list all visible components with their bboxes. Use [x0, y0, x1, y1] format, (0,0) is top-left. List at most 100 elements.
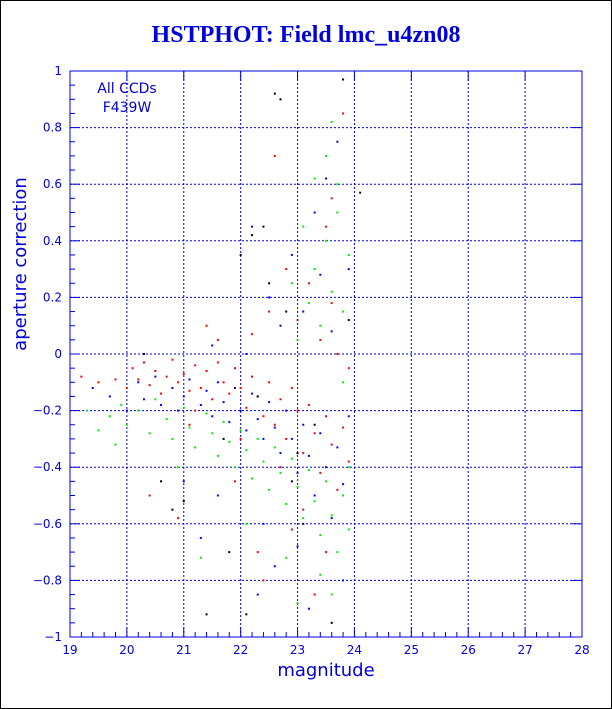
data-point — [165, 375, 168, 378]
data-point — [325, 225, 327, 228]
data-point — [154, 369, 157, 372]
data-point — [268, 381, 271, 384]
data-point — [160, 480, 163, 483]
data-point — [251, 392, 254, 395]
data-point — [336, 446, 339, 449]
data-point — [336, 211, 339, 214]
data-point — [188, 389, 191, 392]
data-point — [211, 344, 214, 347]
data-point — [319, 573, 322, 576]
data-point — [205, 324, 208, 327]
x-tick-label: 24 — [347, 643, 362, 657]
data-point — [137, 381, 140, 384]
data-point — [188, 378, 191, 381]
data-point — [268, 296, 271, 299]
data-point — [91, 386, 94, 389]
data-point — [330, 330, 333, 333]
data-point — [160, 392, 163, 395]
data-point — [228, 440, 231, 443]
data-point — [325, 177, 327, 180]
data-point — [199, 536, 202, 539]
data-point — [273, 446, 276, 449]
data-point — [347, 253, 350, 256]
data-point — [199, 556, 202, 559]
data-point — [273, 426, 276, 429]
data-point — [194, 409, 197, 412]
data-point — [142, 353, 145, 355]
x-tick-label: 19 — [62, 643, 77, 657]
data-point — [131, 367, 134, 370]
data-point — [302, 310, 305, 313]
x-tick-label: 22 — [233, 643, 248, 657]
data-point — [313, 494, 316, 497]
data-point — [171, 358, 174, 361]
data-point — [239, 253, 242, 256]
y-tick-label: −0.6 — [33, 517, 62, 531]
data-point — [336, 488, 339, 491]
data-point — [319, 324, 322, 327]
data-point — [137, 409, 140, 412]
x-tick-label: 20 — [119, 643, 134, 657]
y-tick-label: −0.4 — [33, 460, 62, 474]
data-point — [239, 429, 242, 432]
data-point — [177, 466, 180, 469]
data-point — [313, 211, 316, 214]
data-point — [342, 426, 345, 429]
data-point — [325, 239, 327, 242]
data-point — [222, 381, 225, 384]
data-point — [325, 466, 327, 469]
data-point — [148, 384, 151, 387]
data-point — [325, 551, 327, 554]
data-point — [216, 454, 219, 457]
data-point — [319, 338, 322, 341]
data-point — [233, 480, 236, 483]
data-point — [279, 398, 282, 401]
y-tick-label: 0.4 — [43, 234, 62, 248]
data-point — [342, 494, 345, 497]
data-point — [86, 409, 89, 412]
data-point — [336, 551, 339, 554]
data-point — [142, 361, 145, 364]
data-point — [160, 403, 163, 406]
data-point — [302, 452, 305, 455]
data-point — [290, 457, 293, 460]
data-point — [313, 177, 316, 180]
data-point — [251, 225, 254, 228]
data-point — [347, 319, 350, 322]
data-point — [296, 545, 299, 548]
data-point — [302, 522, 305, 525]
data-point — [296, 471, 299, 474]
data-point — [296, 409, 299, 412]
data-point — [216, 494, 219, 497]
data-point — [216, 361, 219, 364]
data-point — [245, 449, 248, 452]
data-point — [347, 528, 350, 531]
data-point — [307, 282, 310, 285]
data-point — [330, 120, 333, 123]
data-point — [296, 486, 299, 489]
data-point — [222, 420, 225, 423]
data-point — [268, 310, 271, 313]
data-point — [114, 443, 117, 446]
data-point — [342, 579, 345, 582]
data-point — [171, 508, 174, 511]
data-point — [273, 92, 276, 95]
data-point — [285, 556, 288, 559]
data-point — [125, 386, 128, 389]
data-point — [137, 378, 140, 381]
data-point — [347, 460, 350, 463]
data-point — [325, 154, 327, 157]
data-point — [290, 437, 293, 440]
data-point — [279, 466, 282, 469]
data-point — [347, 466, 350, 469]
data-point — [307, 302, 310, 305]
data-point — [228, 392, 231, 395]
data-point — [256, 418, 259, 421]
data-point — [285, 268, 288, 271]
y-tick-label: 0 — [54, 347, 62, 361]
data-point — [330, 514, 333, 517]
x-tick-label: 21 — [176, 643, 191, 657]
data-point — [273, 154, 276, 157]
data-point — [188, 423, 191, 426]
